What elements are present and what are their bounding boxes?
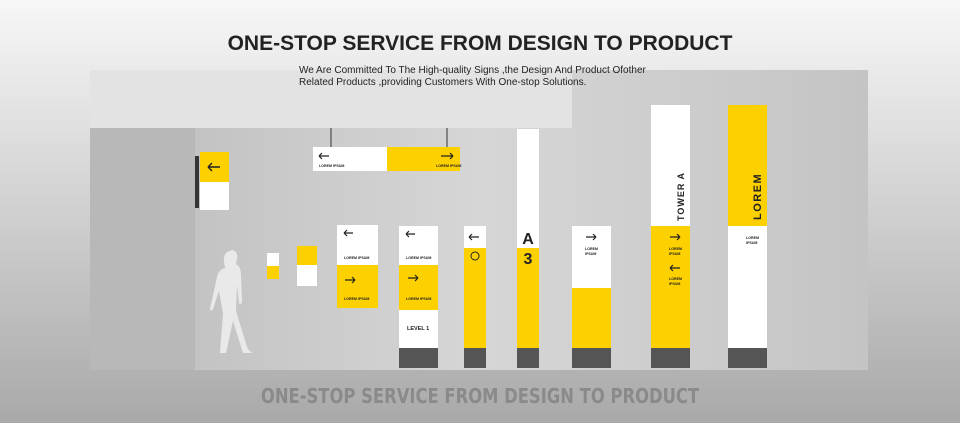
sign-text: IPSUM bbox=[585, 252, 596, 256]
sign-panel bbox=[267, 266, 279, 279]
sign-panel bbox=[572, 226, 611, 288]
base bbox=[464, 348, 486, 368]
sign-panel bbox=[313, 147, 387, 171]
sign-text: LOREM IPSUM bbox=[344, 297, 369, 301]
sign-panel bbox=[464, 226, 486, 348]
sign-panel bbox=[337, 225, 378, 265]
bracket bbox=[195, 156, 199, 208]
sign-panel bbox=[651, 105, 690, 226]
arrow-icon bbox=[669, 233, 681, 272]
sign-text: LOREM IPSUM bbox=[406, 256, 431, 260]
corridor bbox=[90, 128, 195, 370]
sign-text: IPSUM bbox=[669, 282, 680, 286]
sign-text: LOREM bbox=[585, 247, 598, 251]
sign-text: 3 bbox=[524, 251, 533, 268]
sign-text: LEVEL 1 bbox=[407, 326, 429, 332]
ceiling bbox=[90, 70, 572, 128]
sign-text: LOREM bbox=[746, 236, 759, 240]
sign-text: LOREM IPSUM bbox=[436, 164, 461, 168]
sign-text: LOREM bbox=[669, 277, 682, 281]
arrow-icon bbox=[207, 162, 220, 172]
person-silhouette bbox=[210, 250, 253, 353]
footer-text: ONE-STOP SERVICE FROM DESIGN TO PRODUCT bbox=[261, 386, 700, 409]
icon bbox=[470, 251, 480, 261]
base bbox=[651, 348, 690, 368]
sign-panel bbox=[387, 147, 460, 171]
sign-text: LOREM bbox=[669, 247, 682, 251]
base bbox=[517, 348, 539, 368]
base bbox=[399, 348, 438, 368]
subtitle: We Are Committed To The High-quality Sig… bbox=[299, 65, 647, 76]
sign-text: IPSUM bbox=[669, 252, 680, 256]
sign-text: IPSUM bbox=[746, 241, 757, 245]
arrow-icon bbox=[318, 152, 454, 160]
sign-panel bbox=[399, 265, 438, 310]
sign-panel bbox=[297, 246, 317, 265]
subtitle: Related Products ,providing Customers Wi… bbox=[299, 77, 586, 88]
bases bbox=[399, 348, 767, 368]
arrow-icon bbox=[586, 233, 597, 241]
sign-text: LOREM IPSUM bbox=[319, 164, 344, 168]
title: ONE-STOP SERVICE FROM DESIGN TO PRODUCT bbox=[228, 32, 733, 55]
sign-text: A bbox=[522, 231, 534, 248]
arrow-icon bbox=[405, 230, 419, 282]
sign-text: LOREM IPSUM bbox=[344, 256, 369, 260]
base bbox=[572, 348, 611, 368]
arrow-icon bbox=[343, 229, 356, 284]
sign-panel bbox=[517, 248, 539, 348]
sign-text: LOREM IPSUM bbox=[406, 297, 431, 301]
sign-panel bbox=[337, 265, 378, 308]
base bbox=[728, 348, 767, 368]
sign-text: LOREM bbox=[752, 173, 764, 220]
sign-panel bbox=[728, 105, 767, 226]
sign-text: TOWER A bbox=[676, 172, 686, 221]
arrow-icon bbox=[468, 233, 479, 241]
sign-panel bbox=[200, 182, 229, 210]
